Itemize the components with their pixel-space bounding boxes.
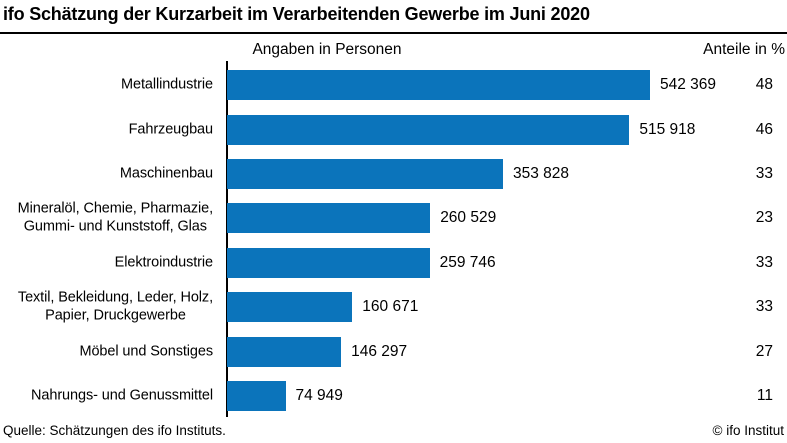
value-label: 515 918 bbox=[639, 120, 696, 138]
share-label: 27 bbox=[755, 342, 773, 360]
bar bbox=[227, 114, 630, 145]
title-divider bbox=[0, 32, 787, 34]
share-label: 48 bbox=[755, 76, 773, 94]
share-label: 33 bbox=[755, 253, 773, 271]
category-label-text: Möbel und Sonstiges bbox=[79, 342, 213, 359]
category-label-text: Elektroindustrie bbox=[114, 254, 213, 270]
bar-chart: Metallindustrie 542 369 48 Fahrzeugbau 5… bbox=[0, 63, 787, 418]
bar-row: Maschinenbau 353 828 33 bbox=[0, 152, 787, 196]
column-header-anteile: Anteile in % bbox=[703, 41, 785, 58]
share-label: 46 bbox=[755, 120, 773, 138]
bar-row: Textil, Bekleidung, Leder, Holz, Papier,… bbox=[0, 285, 787, 329]
bar-row: Mineralöl, Chemie, Pharmazie, Gummi- und… bbox=[0, 196, 787, 240]
bar bbox=[227, 70, 650, 101]
category-label-text: Metallindustrie bbox=[121, 76, 213, 93]
share-label: 33 bbox=[755, 298, 773, 316]
column-header-personen: Angaben in Personen bbox=[252, 41, 402, 58]
category-label: Mineralöl, Chemie, Pharmazie, Gummi- und… bbox=[0, 201, 213, 236]
chart-title: ifo Schätzung der Kurzarbeit im Verarbei… bbox=[3, 4, 590, 24]
category-label-text: Mineralöl, Chemie, Pharmazie, Gummi- und… bbox=[17, 200, 213, 235]
category-label-text: Textil, Bekleidung, Leder, Holz, Papier,… bbox=[17, 289, 213, 324]
bar bbox=[227, 292, 353, 323]
copyright-note: © ifo Institut bbox=[712, 423, 784, 438]
bar-row: Metallindustrie 542 369 48 bbox=[0, 63, 787, 107]
value-label: 542 369 bbox=[660, 76, 717, 94]
category-label: Elektroindustrie bbox=[0, 254, 213, 272]
share-label: 23 bbox=[755, 209, 773, 227]
category-label-text: Maschinenbau bbox=[119, 165, 213, 182]
bar-row: Elektroindustrie 259 746 33 bbox=[0, 241, 787, 285]
bar bbox=[227, 247, 430, 278]
category-label: Nahrungs- und Genussmittel bbox=[0, 387, 213, 405]
value-label: 353 828 bbox=[513, 164, 570, 182]
category-label: Maschinenbau bbox=[0, 165, 213, 183]
share-label: 33 bbox=[755, 164, 773, 182]
bar-row: Fahrzeugbau 515 918 46 bbox=[0, 107, 787, 151]
bar bbox=[227, 203, 431, 234]
category-label: Fahrzeugbau bbox=[0, 121, 213, 139]
bar-row: Nahrungs- und Genussmittel 74 949 11 bbox=[0, 374, 787, 418]
value-label: 260 529 bbox=[440, 209, 497, 227]
bar bbox=[227, 336, 342, 367]
bar-row: Möbel und Sonstiges 146 297 27 bbox=[0, 329, 787, 373]
value-label: 160 671 bbox=[362, 298, 419, 316]
bar bbox=[227, 380, 286, 411]
category-label: Metallindustrie bbox=[0, 76, 213, 94]
y-axis-line bbox=[226, 61, 228, 417]
value-label: 146 297 bbox=[351, 342, 408, 360]
category-label-text: Fahrzeugbau bbox=[128, 120, 213, 137]
share-label: 11 bbox=[756, 386, 773, 404]
bar bbox=[227, 158, 503, 189]
category-label-text: Nahrungs- und Genussmittel bbox=[31, 387, 213, 404]
value-label: 74 949 bbox=[295, 386, 343, 404]
source-note: Quelle: Schätzungen des ifo Instituts. bbox=[3, 423, 226, 438]
category-label: Textil, Bekleidung, Leder, Holz, Papier,… bbox=[0, 290, 213, 325]
value-label: 259 746 bbox=[439, 253, 496, 271]
category-label: Möbel und Sonstiges bbox=[0, 343, 213, 361]
